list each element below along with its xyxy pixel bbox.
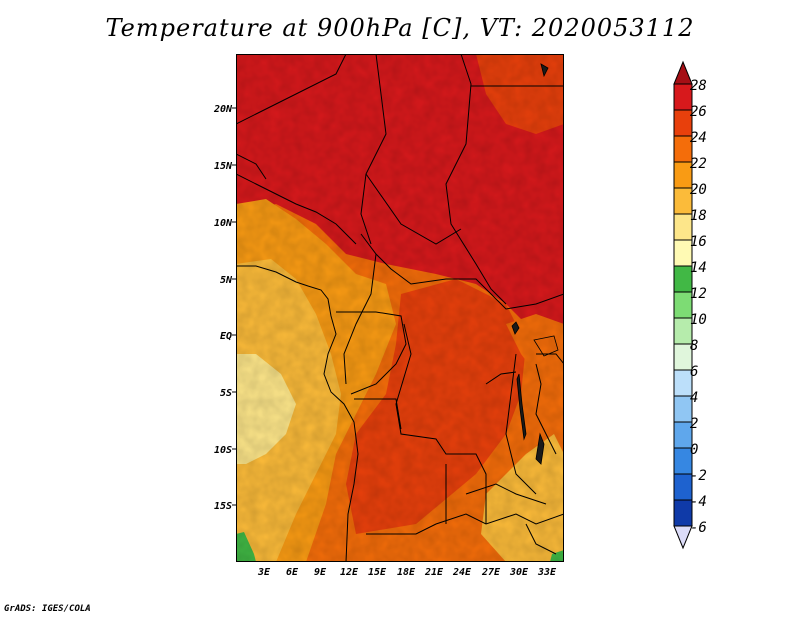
colorbar	[673, 60, 693, 550]
colorbar-label: 2	[690, 416, 699, 432]
lat-label: 20N	[213, 104, 232, 115]
colorbar-label: 24	[690, 130, 707, 146]
lon-label: 27E	[481, 567, 501, 578]
lat-label: 10S	[213, 445, 232, 456]
lat-label: 10N	[213, 218, 232, 229]
colorbar-label: 0	[690, 442, 699, 458]
lon-label: 9E	[313, 567, 327, 578]
colorbar-lower-arrow	[673, 525, 693, 550]
country-borders	[236, 54, 564, 562]
colorbar-label: -4	[690, 494, 707, 510]
colorbar-label: 14	[690, 260, 707, 276]
lat-label: 15N	[213, 161, 232, 172]
colorbar-label: 20	[690, 182, 707, 198]
lon-label: 33E	[537, 567, 557, 578]
lat-label: 5S	[219, 388, 232, 399]
colorbar-label: 18	[690, 208, 707, 224]
temperature-map	[236, 54, 564, 562]
colorbar-label: 4	[690, 390, 699, 406]
lon-label: 3E	[257, 567, 271, 578]
lon-label: 12E	[339, 567, 359, 578]
lon-label: 18E	[396, 567, 416, 578]
lat-label: EQ	[219, 331, 232, 342]
colorbar-label: 16	[690, 234, 707, 250]
colorbar-label: 6	[690, 364, 699, 380]
colorbar-label: 12	[690, 286, 707, 302]
axis-ticks	[232, 107, 236, 506]
colorbar-label: 22	[690, 156, 707, 172]
footer-credit: GrADS: IGES/COLA	[4, 604, 91, 614]
colorbar-label: 10	[690, 312, 707, 328]
lon-label: 21E	[424, 567, 444, 578]
lat-label: 5N	[219, 275, 232, 286]
lon-label: 24E	[452, 567, 472, 578]
lon-label: 6E	[285, 567, 299, 578]
colorbar-label: 28	[690, 78, 707, 94]
lon-label: 15E	[367, 567, 387, 578]
lakes	[511, 63, 559, 465]
colorbar-label: -2	[690, 468, 707, 484]
colorbar-label: -6	[690, 520, 707, 536]
colorbar-label: 8	[690, 338, 699, 354]
lon-label: 30E	[509, 567, 529, 578]
lat-label: 15S	[213, 501, 232, 512]
colorbar-label: 26	[690, 104, 707, 120]
chart-title: Temperature at 900hPa [C], VT: 202005311…	[105, 14, 695, 42]
